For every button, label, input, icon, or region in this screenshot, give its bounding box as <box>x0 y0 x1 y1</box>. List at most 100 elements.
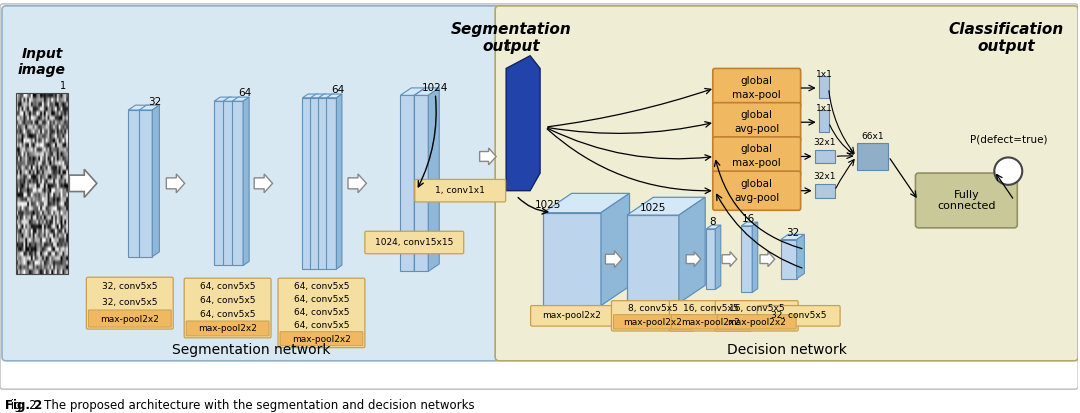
Polygon shape <box>480 148 496 165</box>
Text: 1024, conv15x15: 1024, conv15x15 <box>375 238 454 247</box>
Polygon shape <box>415 95 429 271</box>
Text: 32, conv5x5: 32, conv5x5 <box>102 298 158 307</box>
Text: 32x1: 32x1 <box>813 173 836 181</box>
Bar <box>814 150 835 163</box>
Polygon shape <box>166 174 185 193</box>
Polygon shape <box>243 97 249 266</box>
Polygon shape <box>715 225 720 290</box>
Text: 32: 32 <box>148 97 161 107</box>
Text: 64, conv5x5: 64, conv5x5 <box>200 310 255 319</box>
Polygon shape <box>254 174 272 193</box>
Text: 32x1: 32x1 <box>813 138 836 147</box>
Text: 64: 64 <box>238 88 252 98</box>
Text: 1x1: 1x1 <box>816 70 833 79</box>
Polygon shape <box>328 94 334 269</box>
Text: global: global <box>741 145 772 154</box>
Bar <box>856 143 889 170</box>
Polygon shape <box>139 105 160 110</box>
Polygon shape <box>781 240 797 279</box>
Polygon shape <box>319 98 328 269</box>
Text: max-pool: max-pool <box>732 90 781 100</box>
Polygon shape <box>797 234 805 279</box>
Polygon shape <box>543 213 600 306</box>
FancyBboxPatch shape <box>278 278 365 348</box>
Text: avg-pool: avg-pool <box>734 124 780 134</box>
Text: max-pool2x2: max-pool2x2 <box>542 311 602 320</box>
Text: Fig. 2  The proposed architecture with the segmentation and decision networks: Fig. 2 The proposed architecture with th… <box>5 399 474 412</box>
FancyBboxPatch shape <box>613 315 692 329</box>
Polygon shape <box>723 252 737 267</box>
Polygon shape <box>312 94 318 269</box>
FancyBboxPatch shape <box>185 278 271 338</box>
Circle shape <box>995 157 1023 185</box>
Polygon shape <box>310 94 326 98</box>
Polygon shape <box>225 97 231 266</box>
Text: Classification
output: Classification output <box>948 21 1064 54</box>
Polygon shape <box>232 101 243 266</box>
Polygon shape <box>152 105 160 257</box>
FancyBboxPatch shape <box>717 315 796 329</box>
Bar <box>16 93 68 274</box>
Polygon shape <box>429 88 440 271</box>
Polygon shape <box>706 225 720 229</box>
Text: Fig. 2: Fig. 2 <box>5 399 42 412</box>
Text: 64, conv5x5: 64, conv5x5 <box>200 296 255 305</box>
Text: 64, conv5x5: 64, conv5x5 <box>294 295 349 304</box>
Polygon shape <box>141 105 148 257</box>
Text: 64, conv5x5: 64, conv5x5 <box>294 282 349 291</box>
Polygon shape <box>214 101 225 266</box>
FancyBboxPatch shape <box>757 306 840 326</box>
Polygon shape <box>600 193 630 306</box>
Text: 64, conv5x5: 64, conv5x5 <box>294 308 349 317</box>
Text: 16: 16 <box>742 214 755 224</box>
Text: 32, conv5x5: 32, conv5x5 <box>102 282 158 291</box>
FancyBboxPatch shape <box>2 6 499 361</box>
Text: max-pool2x2: max-pool2x2 <box>681 318 740 327</box>
Text: Segmentation
output: Segmentation output <box>450 21 571 54</box>
Text: max-pool2x2: max-pool2x2 <box>100 315 159 323</box>
FancyBboxPatch shape <box>670 301 753 331</box>
Polygon shape <box>415 88 440 95</box>
Polygon shape <box>741 222 758 226</box>
Bar <box>819 76 828 98</box>
Text: 16, conv5x5: 16, conv5x5 <box>683 304 739 313</box>
Polygon shape <box>234 97 240 266</box>
Polygon shape <box>401 88 426 95</box>
Polygon shape <box>626 197 705 215</box>
Text: max-pool: max-pool <box>732 159 781 169</box>
Polygon shape <box>214 97 231 101</box>
Text: Segmentation network: Segmentation network <box>173 343 330 357</box>
Polygon shape <box>507 56 540 191</box>
FancyBboxPatch shape <box>611 301 694 331</box>
Polygon shape <box>139 110 152 257</box>
Polygon shape <box>415 88 426 271</box>
Text: 16, conv5x5: 16, conv5x5 <box>729 304 784 313</box>
Text: 66x1: 66x1 <box>861 133 883 141</box>
Text: 64, conv5x5: 64, conv5x5 <box>294 321 349 330</box>
Polygon shape <box>302 94 318 98</box>
FancyBboxPatch shape <box>916 173 1017 228</box>
Text: Decision network: Decision network <box>727 343 847 357</box>
Text: 32, conv5x5: 32, conv5x5 <box>771 311 826 320</box>
Polygon shape <box>224 97 240 101</box>
Text: max-pool2x2: max-pool2x2 <box>198 325 257 333</box>
Text: 8, conv5x5: 8, conv5x5 <box>627 304 678 313</box>
Polygon shape <box>321 94 326 269</box>
Text: Input
image: Input image <box>18 47 66 77</box>
Text: 1024: 1024 <box>422 83 448 93</box>
Text: 1, conv1x1: 1, conv1x1 <box>435 186 485 195</box>
Text: P(defect=true): P(defect=true) <box>970 135 1047 145</box>
Text: global: global <box>741 179 772 189</box>
Text: 64, conv5x5: 64, conv5x5 <box>200 282 255 291</box>
Polygon shape <box>129 105 148 110</box>
Polygon shape <box>679 197 705 303</box>
FancyBboxPatch shape <box>89 310 172 327</box>
Text: global: global <box>741 76 772 86</box>
Text: max-pool2x2: max-pool2x2 <box>623 318 683 327</box>
FancyBboxPatch shape <box>530 306 613 326</box>
Text: global: global <box>741 110 772 120</box>
Polygon shape <box>686 252 701 267</box>
Text: max-pool2x2: max-pool2x2 <box>292 335 351 344</box>
FancyBboxPatch shape <box>365 231 463 254</box>
Polygon shape <box>606 251 622 268</box>
